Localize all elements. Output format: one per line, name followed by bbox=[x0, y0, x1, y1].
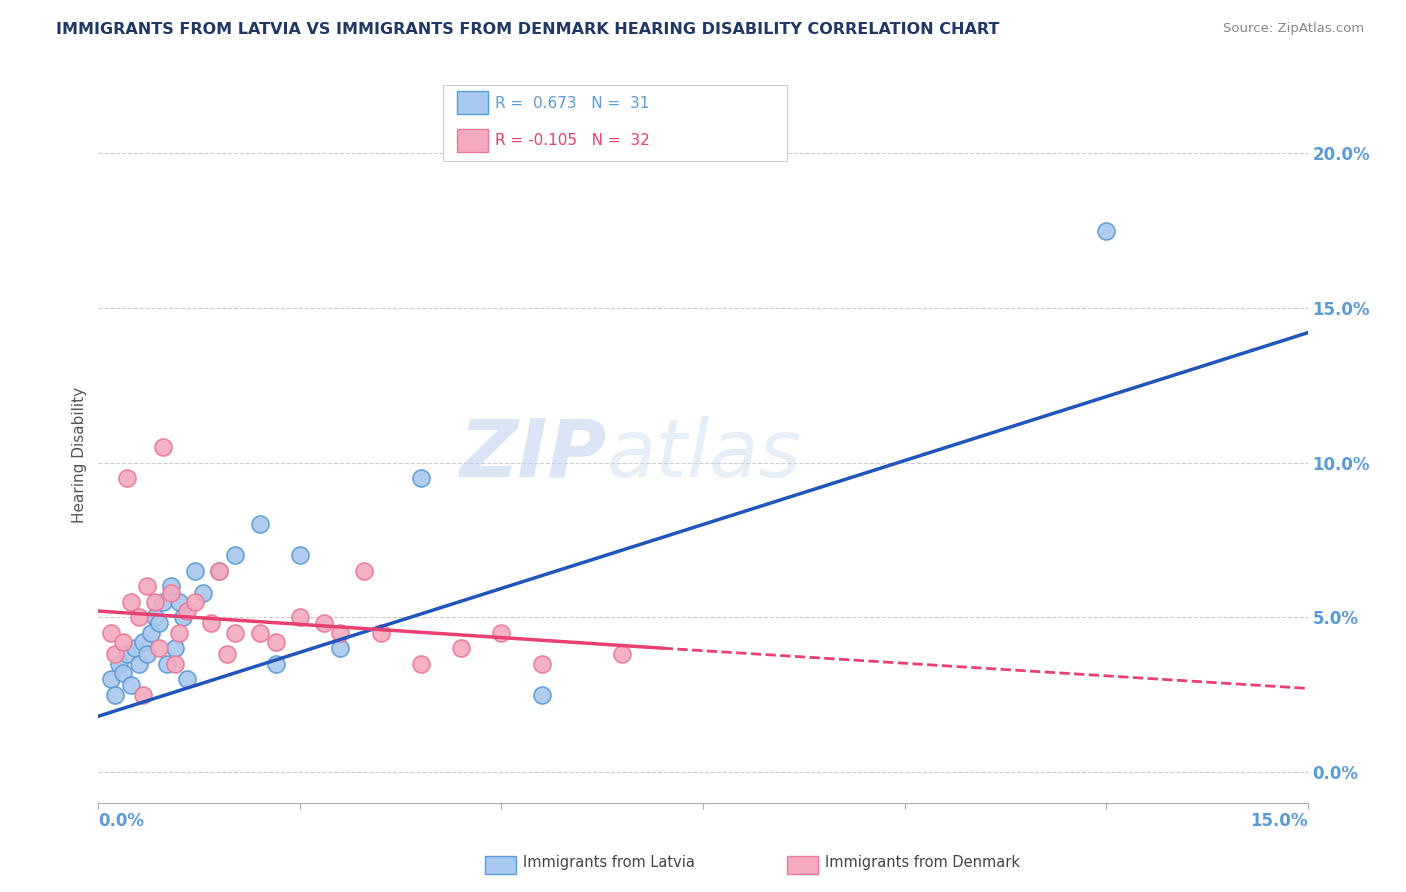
Point bbox=[176, 672, 198, 686]
Point bbox=[148, 616, 170, 631]
Point bbox=[132, 688, 155, 702]
Point bbox=[128, 610, 150, 624]
Text: 15.0%: 15.0% bbox=[1250, 812, 1308, 830]
Point bbox=[184, 595, 207, 609]
Point bbox=[409, 471, 432, 485]
Point bbox=[200, 616, 222, 631]
Point bbox=[217, 648, 239, 662]
Point bbox=[172, 610, 194, 624]
Point bbox=[288, 610, 311, 624]
Point bbox=[353, 564, 375, 578]
Point bbox=[124, 641, 146, 656]
Point bbox=[370, 625, 392, 640]
Point bbox=[103, 648, 125, 662]
Point bbox=[314, 616, 336, 631]
Point bbox=[530, 657, 553, 671]
Point bbox=[111, 665, 134, 680]
Point bbox=[450, 641, 472, 656]
Text: Immigrants from Latvia: Immigrants from Latvia bbox=[523, 855, 695, 870]
Point bbox=[224, 549, 246, 563]
Point bbox=[148, 641, 170, 656]
Point bbox=[176, 604, 198, 618]
Point bbox=[156, 657, 179, 671]
Point bbox=[167, 595, 190, 609]
Point bbox=[249, 625, 271, 640]
Point bbox=[409, 657, 432, 671]
Point bbox=[208, 564, 231, 578]
Point bbox=[152, 440, 174, 454]
Point bbox=[100, 672, 122, 686]
Point bbox=[128, 657, 150, 671]
Text: R =  0.673   N =  31: R = 0.673 N = 31 bbox=[495, 95, 650, 111]
Point bbox=[163, 657, 186, 671]
Point bbox=[167, 625, 190, 640]
Point bbox=[160, 579, 183, 593]
Point bbox=[135, 648, 157, 662]
Point bbox=[163, 641, 186, 656]
Point bbox=[184, 564, 207, 578]
Point bbox=[224, 625, 246, 640]
Point bbox=[329, 641, 352, 656]
Point bbox=[152, 595, 174, 609]
Point bbox=[143, 610, 166, 624]
Point bbox=[491, 625, 513, 640]
Point bbox=[115, 471, 138, 485]
Y-axis label: Hearing Disability: Hearing Disability bbox=[72, 387, 87, 523]
Point bbox=[120, 678, 142, 692]
Point bbox=[288, 549, 311, 563]
Point bbox=[107, 657, 129, 671]
Point bbox=[100, 625, 122, 640]
Point bbox=[111, 635, 134, 649]
Text: ZIP: ZIP bbox=[458, 416, 606, 494]
Point bbox=[160, 585, 183, 599]
Point bbox=[193, 585, 215, 599]
Text: Source: ZipAtlas.com: Source: ZipAtlas.com bbox=[1223, 22, 1364, 36]
Text: IMMIGRANTS FROM LATVIA VS IMMIGRANTS FROM DENMARK HEARING DISABILITY CORRELATION: IMMIGRANTS FROM LATVIA VS IMMIGRANTS FRO… bbox=[56, 22, 1000, 37]
Point bbox=[530, 688, 553, 702]
Point bbox=[143, 595, 166, 609]
Point bbox=[120, 595, 142, 609]
Point bbox=[1095, 224, 1118, 238]
Point bbox=[329, 625, 352, 640]
Point bbox=[139, 625, 162, 640]
Point bbox=[249, 517, 271, 532]
Point bbox=[208, 564, 231, 578]
Text: atlas: atlas bbox=[606, 416, 801, 494]
Point bbox=[115, 648, 138, 662]
Point bbox=[135, 579, 157, 593]
Text: 0.0%: 0.0% bbox=[98, 812, 145, 830]
Point bbox=[103, 688, 125, 702]
Text: Immigrants from Denmark: Immigrants from Denmark bbox=[825, 855, 1021, 870]
Point bbox=[612, 648, 634, 662]
Point bbox=[264, 635, 287, 649]
Point bbox=[132, 635, 155, 649]
Text: R = -0.105   N =  32: R = -0.105 N = 32 bbox=[495, 134, 650, 148]
Point bbox=[264, 657, 287, 671]
